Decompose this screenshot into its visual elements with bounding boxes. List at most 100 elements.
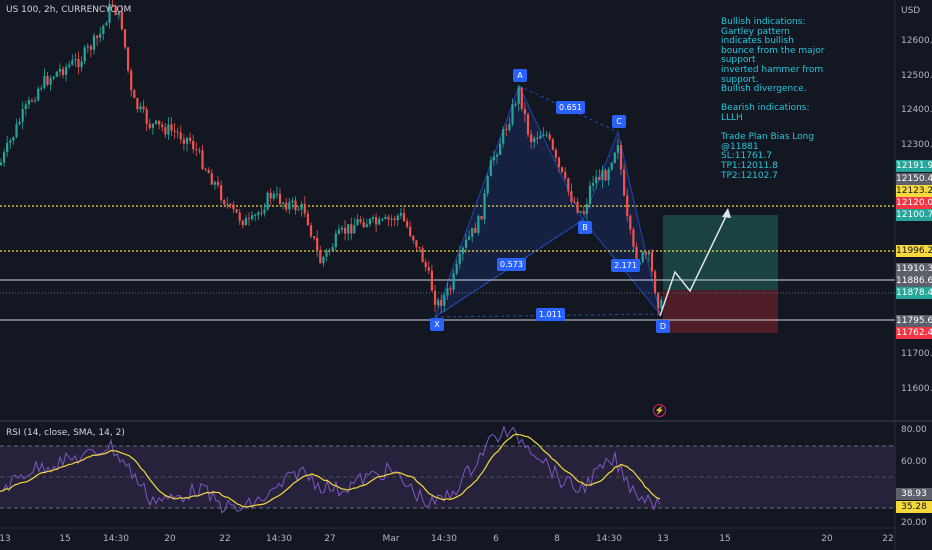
candle-body	[598, 176, 601, 181]
chart-title: US 100, 2h, CURRENCYCOM	[6, 5, 132, 15]
candle-body	[480, 215, 483, 220]
candle-body	[396, 215, 399, 221]
candle-body	[613, 152, 616, 163]
candle-body	[319, 250, 322, 264]
price-axis-label: 11700.0	[901, 349, 932, 359]
candle-body	[0, 162, 3, 165]
candle-body	[548, 134, 551, 140]
candle-body	[526, 114, 530, 135]
pattern-point-x[interactable]: X	[430, 318, 444, 331]
candle-body	[12, 137, 15, 141]
candle-body	[331, 247, 334, 251]
candle-body	[387, 216, 390, 220]
candle-body	[530, 134, 533, 143]
rsi-line	[0, 425, 661, 514]
candle-body	[378, 219, 381, 225]
candle-body	[505, 128, 508, 130]
candle-body	[381, 218, 384, 220]
candle-body	[340, 227, 344, 230]
time-label: 14:30	[596, 534, 622, 544]
candle-body	[588, 185, 592, 204]
time-label: 14:30	[431, 534, 457, 544]
candle-body	[458, 253, 461, 265]
candle-body	[120, 11, 123, 30]
time-label: 20	[821, 534, 833, 544]
pattern-point-b[interactable]: B	[578, 221, 592, 234]
pattern-ratio-xd[interactable]: 1.011	[536, 308, 565, 321]
candle-body	[213, 182, 216, 185]
candle-body	[96, 35, 99, 38]
candle-body	[347, 224, 350, 234]
candle-body	[592, 183, 595, 186]
candle-body	[582, 211, 585, 214]
lightning-icon[interactable]: ⚡	[653, 404, 666, 417]
pattern-point-c[interactable]: C	[612, 115, 626, 128]
candle-body	[142, 106, 145, 110]
candle-body	[564, 172, 567, 179]
candle-body	[468, 236, 471, 240]
time-label: 13	[0, 534, 11, 544]
rsi-title[interactable]: RSI (14, close, SMA, 14, 2)	[6, 428, 125, 438]
candle-body	[449, 288, 452, 290]
candle-body	[424, 262, 427, 268]
candle-body	[337, 229, 340, 234]
candle-body	[350, 224, 353, 234]
candle-body	[179, 132, 182, 140]
candle-body	[86, 46, 89, 48]
candle-body	[30, 100, 34, 102]
pattern-ratio-ac[interactable]: 0.651	[556, 101, 585, 114]
candle-body	[629, 215, 632, 230]
candle-body	[313, 236, 316, 238]
candle-body	[27, 100, 30, 105]
candle-body	[409, 226, 412, 236]
candle-body	[176, 131, 179, 133]
candle-body	[511, 104, 514, 124]
time-label: 13	[657, 534, 669, 544]
candle-body	[83, 47, 86, 62]
price-axis-label: 12500.0	[901, 71, 932, 81]
candles[interactable]	[0, 0, 663, 315]
candle-body	[433, 290, 437, 305]
stop-zone[interactable]	[663, 290, 778, 333]
candle-body	[359, 219, 362, 222]
candle-body	[322, 256, 325, 264]
candle-body	[192, 140, 195, 150]
candle-body	[207, 169, 210, 174]
pattern-ratio-ab[interactable]: 0.573	[497, 258, 526, 271]
candle-body	[189, 137, 192, 141]
candle-body	[514, 103, 517, 105]
candle-body	[269, 192, 272, 199]
candle-body	[244, 218, 247, 226]
candle-body	[660, 299, 663, 309]
rsi-tag: 38.93	[896, 488, 932, 500]
candle-body	[201, 150, 204, 169]
candle-body	[6, 142, 9, 153]
price-tag: 12150.4	[896, 173, 932, 185]
candle-body	[294, 200, 297, 211]
candle-body	[77, 59, 80, 68]
candle-body	[9, 140, 12, 143]
time-label: 8	[554, 534, 560, 544]
candle-body	[105, 22, 108, 26]
candle-body	[557, 157, 561, 168]
pattern-point-a[interactable]: A	[513, 69, 527, 82]
rsi-axis-label: 20.00	[901, 518, 927, 528]
candle-body	[353, 225, 356, 234]
candle-body	[461, 247, 464, 254]
candle-body	[164, 127, 167, 135]
candle-body	[570, 191, 573, 202]
candle-body	[210, 173, 213, 185]
analysis-note[interactable]: Bullish indications: Gartley pattern ind…	[721, 17, 825, 181]
pattern-ratio-bd[interactable]: 2.171	[611, 259, 640, 272]
candle-body	[443, 295, 446, 306]
price-axis-label: 12600.0	[901, 36, 932, 46]
candle-body	[446, 288, 449, 296]
pattern-point-d[interactable]: D	[656, 320, 670, 333]
time-label: 14:30	[266, 534, 292, 544]
candle-body	[412, 235, 415, 241]
projection-arrowhead	[722, 208, 731, 218]
candle-body	[99, 33, 102, 38]
candle-body	[151, 123, 154, 128]
